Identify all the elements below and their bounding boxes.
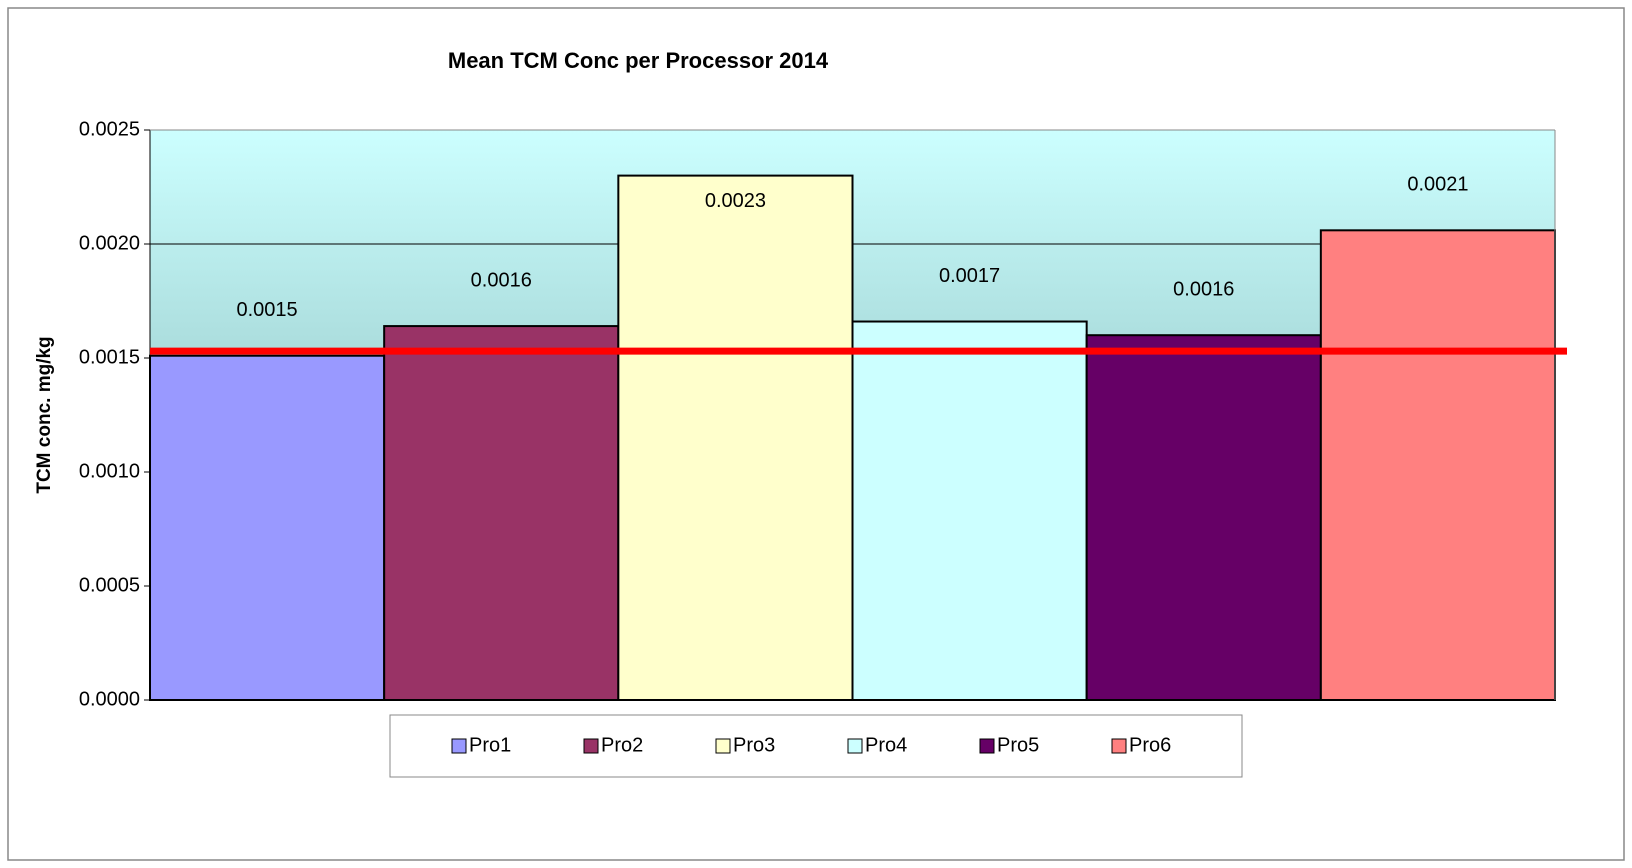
- data-label: 0.0016: [1173, 278, 1234, 300]
- y-tick-label: 0.0000: [79, 688, 140, 710]
- legend-swatch: [715, 738, 731, 754]
- bar: [1319, 229, 1557, 701]
- data-label: 0.0021: [1407, 174, 1468, 196]
- legend-label: Pro6: [1129, 734, 1171, 756]
- y-axis-label: TCM conc. mg/kg: [34, 336, 55, 493]
- legend-box: [389, 714, 1243, 778]
- legend-swatch: [847, 738, 863, 754]
- legend-label: Pro4: [865, 734, 907, 756]
- bar: [617, 174, 854, 702]
- legend-swatch: [583, 738, 599, 754]
- legend-label: Pro3: [733, 734, 775, 756]
- y-tick-label: 0.0020: [79, 232, 140, 254]
- legend-swatch: [1111, 738, 1127, 754]
- data-label: 0.0016: [471, 269, 532, 291]
- bar: [1085, 334, 1322, 701]
- bar: [383, 325, 620, 701]
- legend-swatch: [451, 738, 467, 754]
- y-tick-label: 0.0005: [79, 574, 140, 596]
- legend-label: Pro1: [469, 734, 511, 756]
- y-tick-label: 0.0015: [79, 346, 140, 368]
- legend-swatch: [979, 738, 995, 754]
- bar: [149, 354, 386, 701]
- y-tick-label: 0.0010: [79, 460, 140, 482]
- legend-label: Pro5: [997, 734, 1039, 756]
- chart-title: Mean TCM Conc per Processor 2014: [448, 48, 829, 73]
- bar: [851, 320, 1088, 701]
- data-label: 0.0015: [236, 299, 297, 321]
- legend-label: Pro2: [601, 734, 643, 756]
- data-label: 0.0023: [705, 190, 766, 212]
- y-tick-label: 0.0025: [79, 118, 140, 140]
- data-label: 0.0017: [939, 265, 1000, 287]
